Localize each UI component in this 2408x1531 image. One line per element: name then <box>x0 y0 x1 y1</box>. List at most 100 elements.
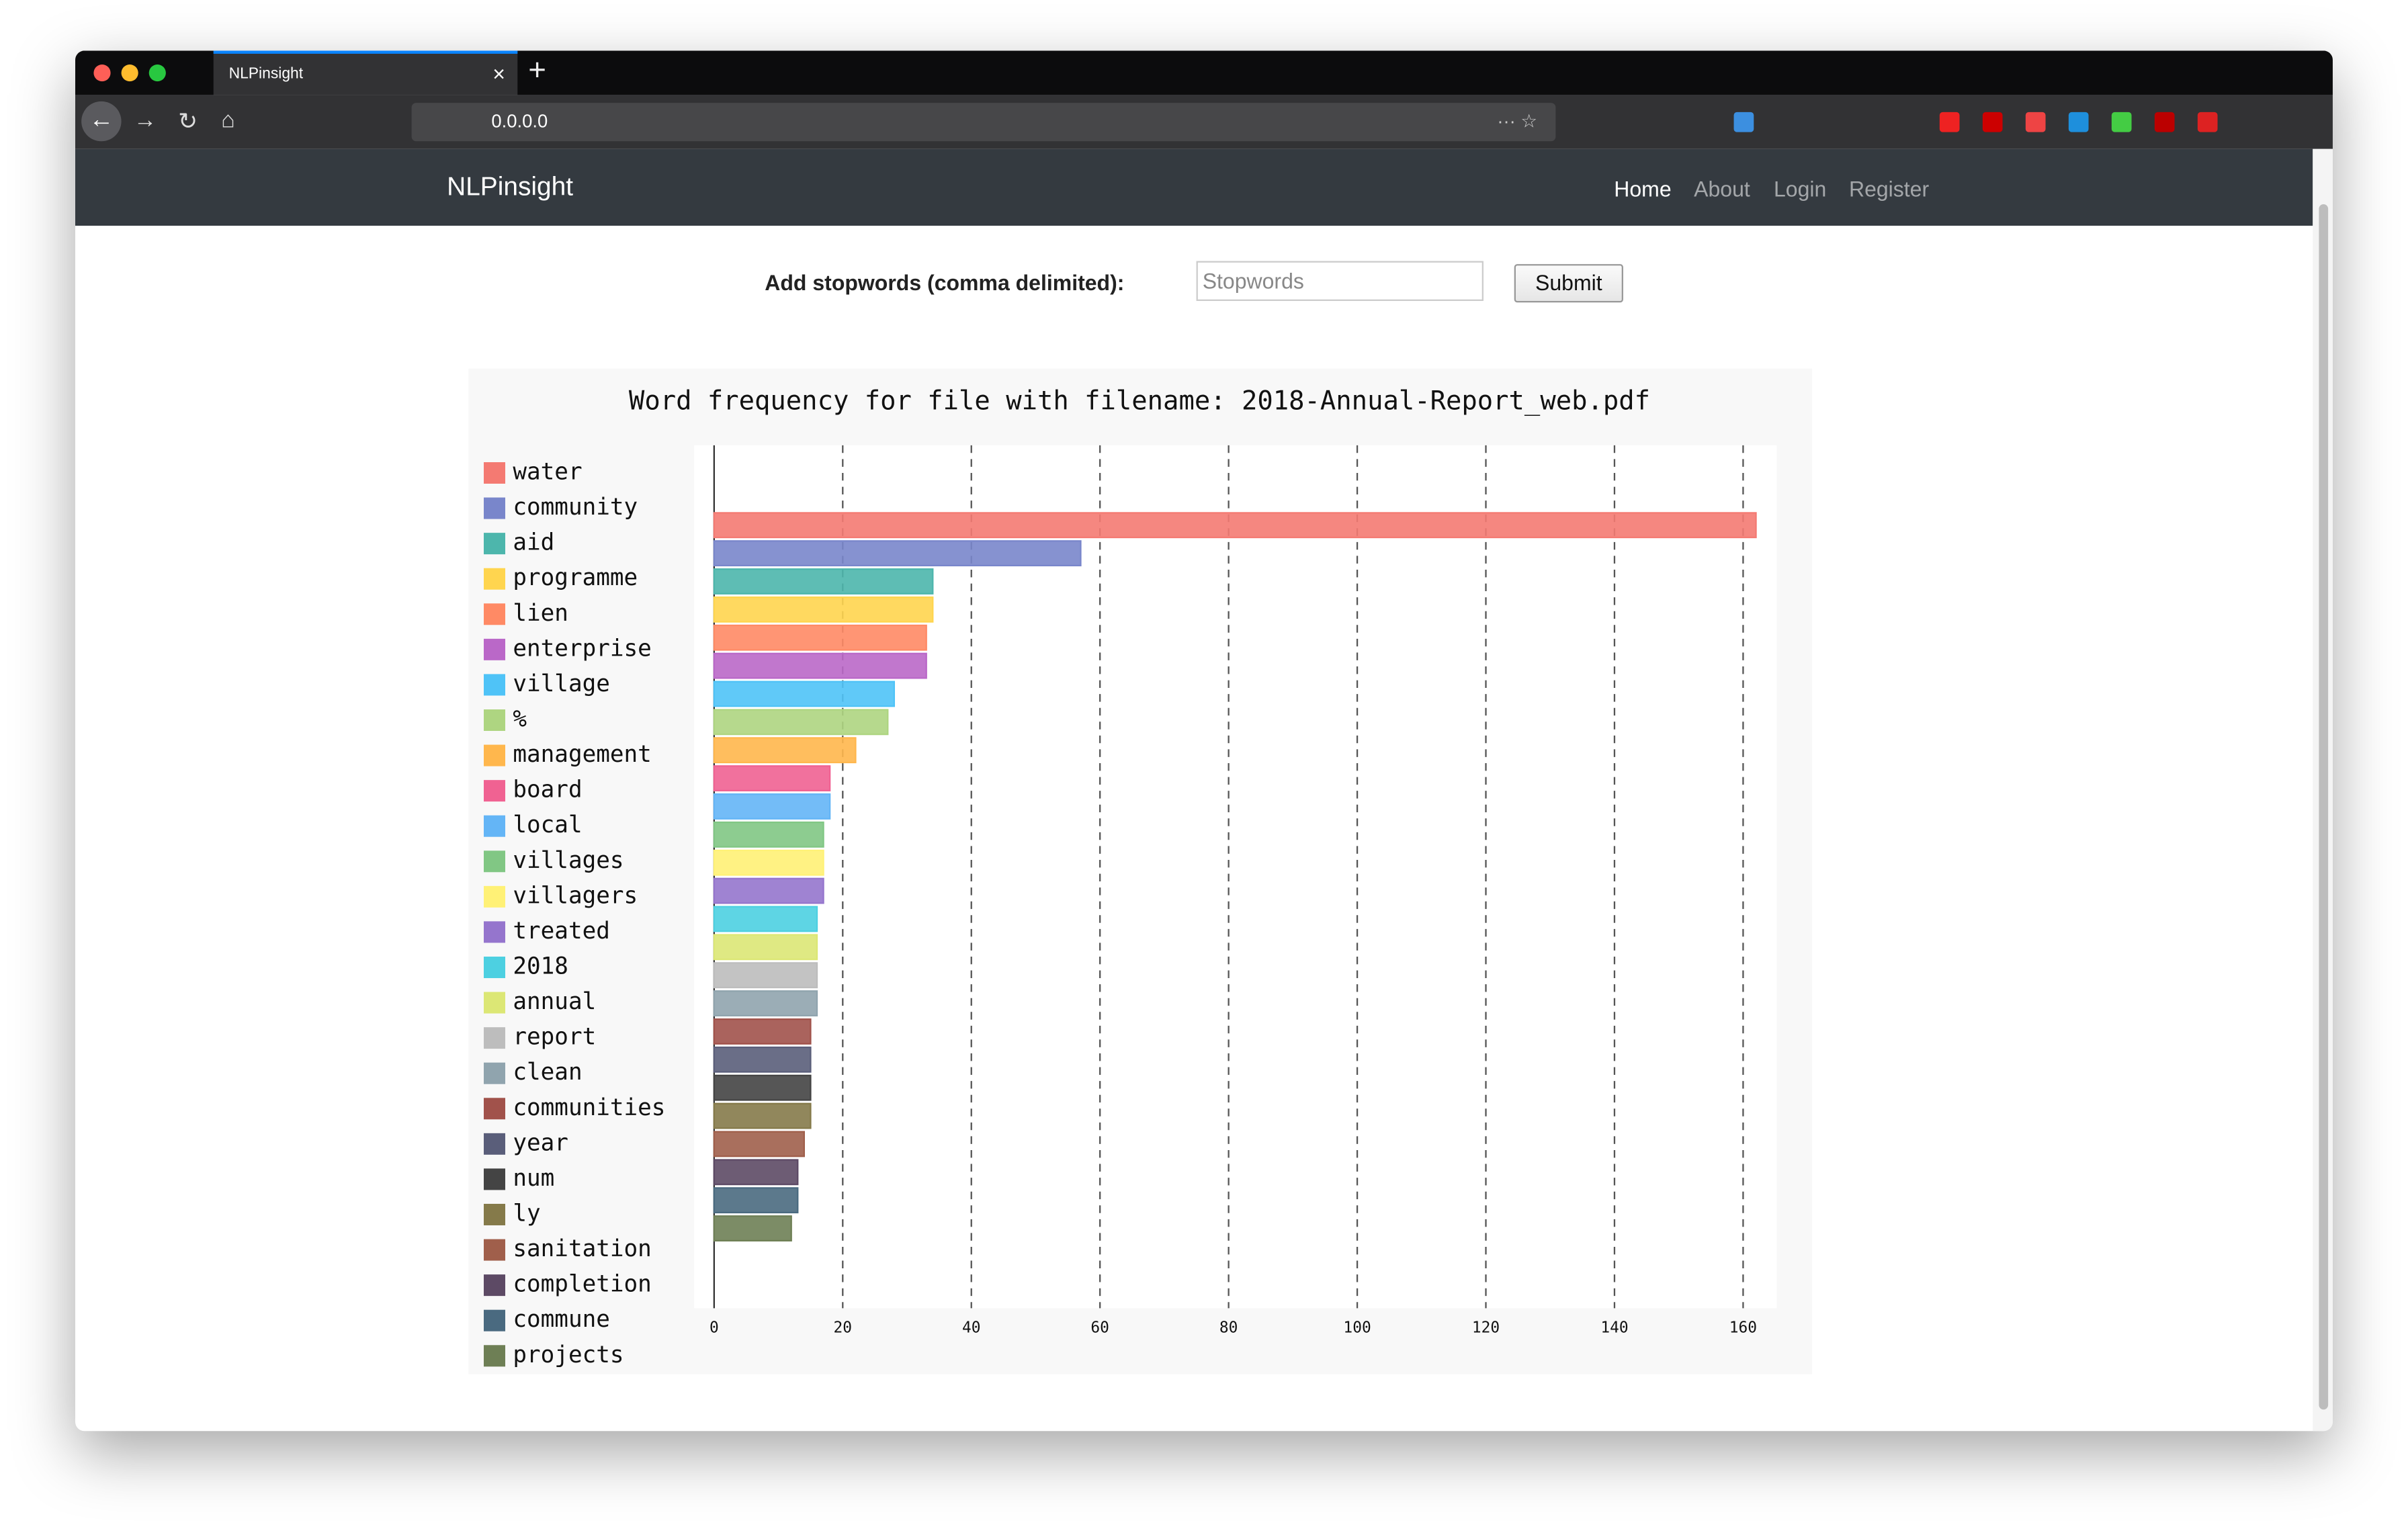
toolbar-icon[interactable] <box>1982 112 2003 132</box>
legend-swatch <box>483 885 505 908</box>
bar <box>713 1018 812 1045</box>
minimize-button[interactable] <box>121 64 138 82</box>
bar <box>713 568 934 595</box>
legend-swatch <box>483 1239 505 1261</box>
bar <box>713 512 1757 539</box>
home-button[interactable]: ⌂ <box>221 107 235 134</box>
bar <box>713 652 927 679</box>
toolbar: ← → ↻ ⌂ 0.0.0.0 ··· ☆ <box>75 95 2333 149</box>
nav-link[interactable]: About <box>1694 176 1750 202</box>
toolbar-icon[interactable] <box>2111 112 2132 132</box>
brand[interactable]: NLPinsight <box>447 171 574 202</box>
bar <box>713 737 857 764</box>
legend-label: ly <box>513 1200 540 1227</box>
stopwords-input[interactable]: Stopwords <box>1196 261 1484 301</box>
legend-swatch <box>483 1098 505 1120</box>
legend-swatch <box>483 992 505 1014</box>
navbar: NLPinsight Home About Login Register <box>75 148 2313 226</box>
bar <box>713 540 1082 567</box>
browser-window: NLPinsight × + ← → ↻ ⌂ 0.0.0.0 ··· ☆ NLPin… <box>75 50 2333 1432</box>
tab[interactable]: NLPinsight × <box>213 50 518 95</box>
legend-label: num <box>513 1165 554 1192</box>
x-tick-label: 0 <box>710 1319 719 1337</box>
bar <box>713 906 818 932</box>
nav-link[interactable]: Home <box>1614 176 1672 202</box>
scrollbar-thumb[interactable] <box>2319 204 2329 1410</box>
x-tick-label: 120 <box>1472 1319 1500 1337</box>
legend-swatch <box>483 815 505 837</box>
legend-label: annual <box>513 988 596 1015</box>
legend-swatch <box>483 709 505 731</box>
nav-link[interactable]: Login <box>1773 176 1827 202</box>
bar <box>713 849 824 876</box>
zoom-button[interactable] <box>148 64 166 82</box>
legend-swatch <box>483 1274 505 1297</box>
legend-label: villages <box>513 847 624 874</box>
tab-title: NLPinsight <box>228 66 304 83</box>
x-tick-label: 20 <box>834 1319 853 1337</box>
submit-button[interactable]: Submit <box>1514 264 1623 303</box>
legend-label: water <box>513 458 582 485</box>
address-bar[interactable]: 0.0.0.0 ··· ☆ <box>411 103 1556 142</box>
reload-button[interactable]: ↻ <box>178 109 198 136</box>
page-actions[interactable]: ··· ☆ <box>1497 110 1537 132</box>
legend-swatch <box>483 1203 505 1225</box>
x-tick-label: 140 <box>1600 1319 1628 1337</box>
legend-swatch <box>483 850 505 873</box>
bar <box>713 596 934 623</box>
legend-swatch <box>483 956 505 978</box>
x-tick-label: 80 <box>1219 1319 1238 1337</box>
bar <box>713 1074 812 1101</box>
legend-label: commune <box>513 1306 609 1333</box>
nav-link[interactable]: Register <box>1848 176 1930 202</box>
legend-swatch <box>483 533 505 555</box>
x-tick-label: 60 <box>1090 1319 1109 1337</box>
legend-label: sanitation <box>513 1235 651 1262</box>
toolbar-icon[interactable] <box>1733 112 1754 132</box>
bar <box>713 1187 799 1214</box>
legend-swatch <box>483 1027 505 1049</box>
legend-label: aid <box>513 529 554 556</box>
url-text: 0.0.0.0 <box>491 110 548 132</box>
legend-label: treated <box>513 918 609 945</box>
legend-label: local <box>513 812 582 838</box>
bar <box>713 877 824 904</box>
back-button[interactable]: ← <box>81 101 122 142</box>
forward-button[interactable]: → <box>133 107 157 134</box>
bar <box>713 681 896 707</box>
legend-label: year <box>513 1129 568 1156</box>
legend-label: community <box>513 494 638 521</box>
bar <box>713 934 818 961</box>
tab-close[interactable]: × <box>492 61 505 86</box>
legend-swatch <box>483 1133 505 1155</box>
legend-label: programme <box>513 564 638 591</box>
close-button[interactable] <box>93 64 111 82</box>
bar <box>713 821 824 848</box>
bar <box>713 765 831 792</box>
toolbar-icon[interactable] <box>1939 112 1960 132</box>
new-tab[interactable]: + <box>528 53 546 88</box>
legend-label: lien <box>513 600 568 627</box>
legend-label: completion <box>513 1271 651 1298</box>
legend-swatch <box>483 744 505 767</box>
x-tick-label: 40 <box>962 1319 981 1337</box>
bar <box>713 1159 799 1186</box>
legend-label: management <box>513 741 651 768</box>
toolbar-icon[interactable] <box>2197 112 2218 132</box>
bar <box>713 709 889 736</box>
toolbar-icon[interactable] <box>2154 112 2175 132</box>
bar <box>713 1046 812 1073</box>
form-label: Add stopwords (comma delimited): <box>765 270 1125 295</box>
legend-swatch <box>483 568 505 590</box>
placeholder: Stopwords <box>1202 268 1304 294</box>
legend-swatch <box>483 921 505 943</box>
legend-swatch <box>483 462 505 484</box>
toolbar-icon[interactable] <box>2025 112 2046 132</box>
x-tick-label: 100 <box>1343 1319 1371 1337</box>
legend-label: enterprise <box>513 635 651 662</box>
legend-swatch <box>483 603 505 625</box>
legend-label: communities <box>513 1094 665 1121</box>
legend-label: board <box>513 777 582 803</box>
toolbar-icon[interactable] <box>2068 112 2089 132</box>
